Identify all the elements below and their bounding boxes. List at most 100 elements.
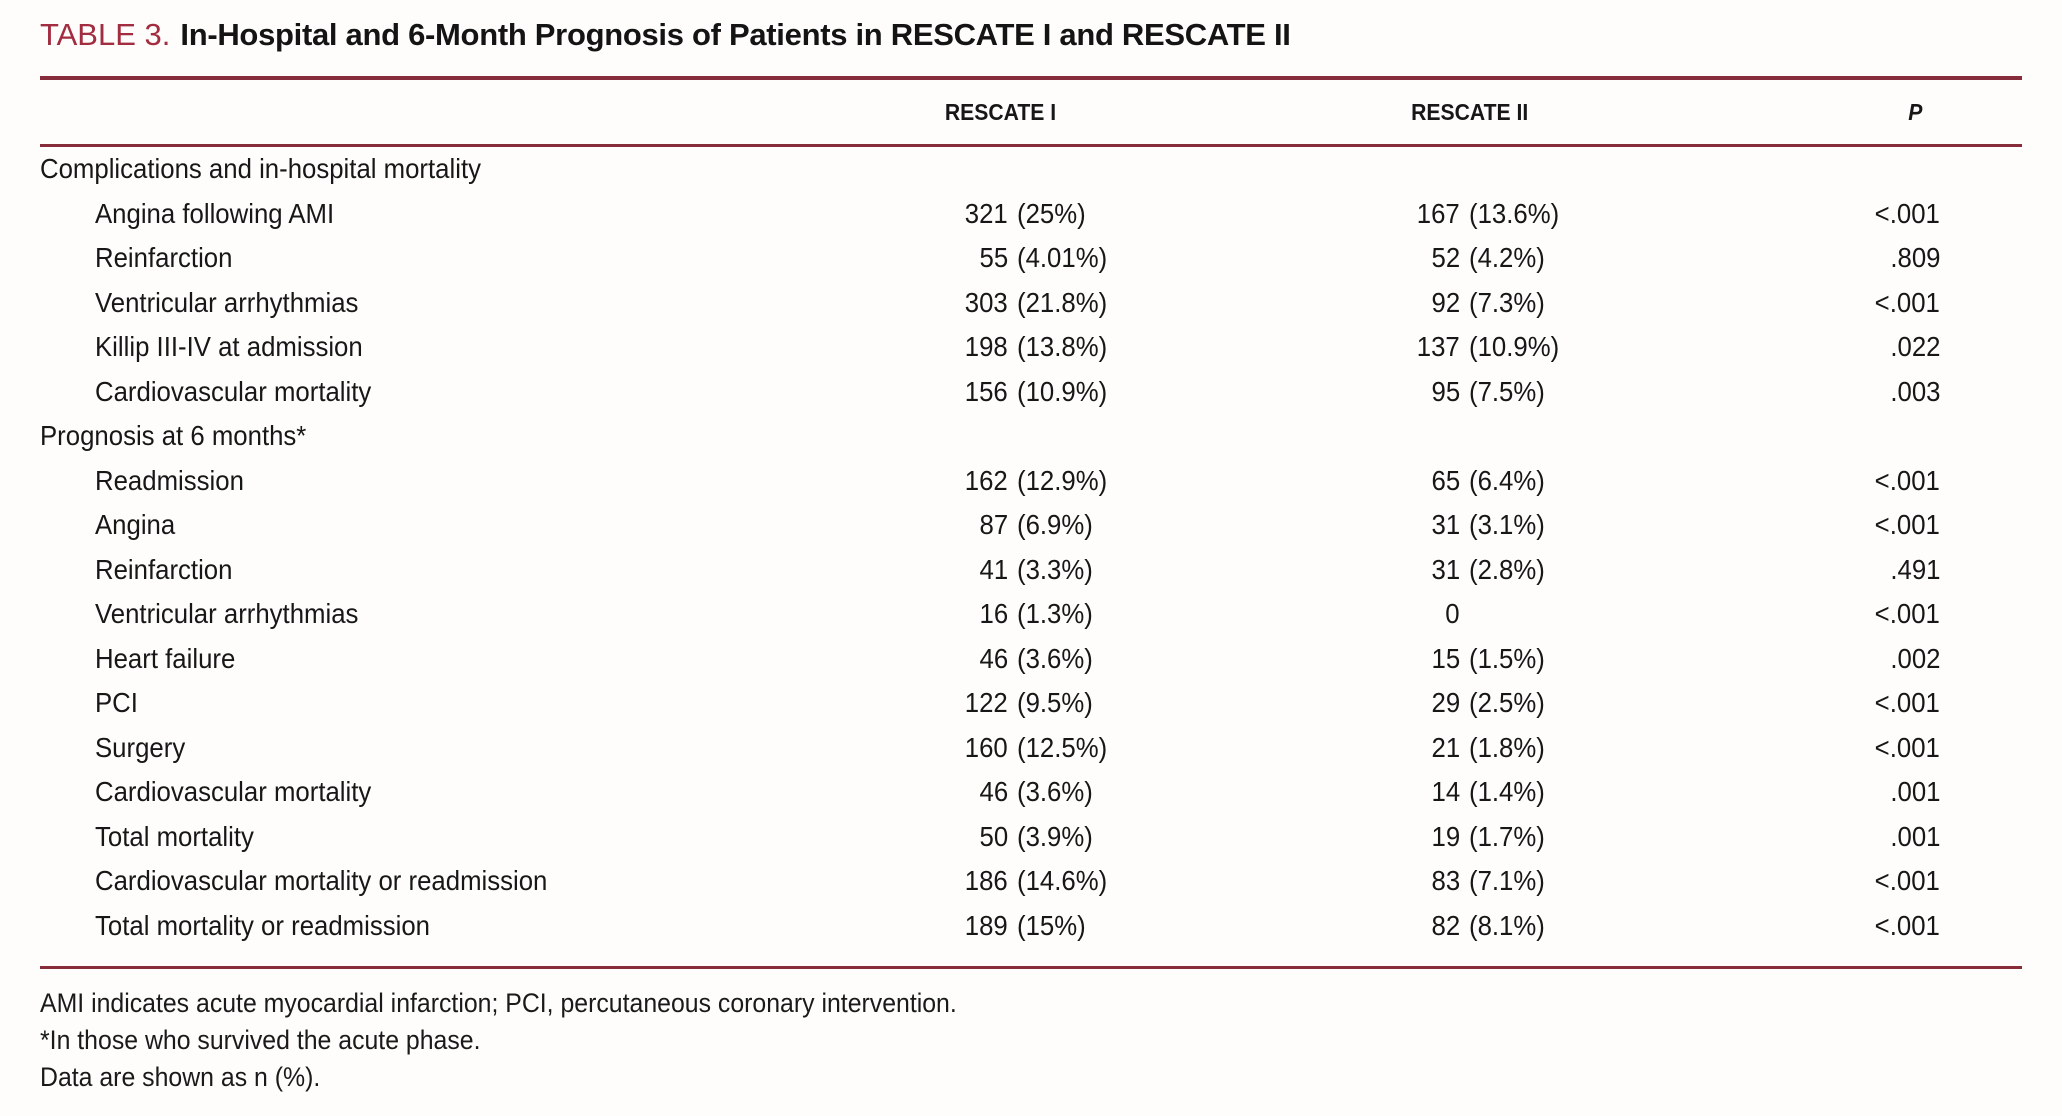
value-pct: (8.1%): [1469, 909, 1545, 941]
footnote-asterisk: *In those who survived the acute phase.: [40, 1025, 481, 1055]
value-pct: (12.5%): [1017, 731, 1108, 763]
row-label-cell: Heart failure: [95, 642, 236, 674]
table-row: Heart failure 46 (3.6%) 15 (1.5%) .002: [40, 637, 2022, 682]
rescate-1-value-cell: 156 (10.9%): [860, 376, 1140, 408]
rescate-1-value-cell: 186 (14.6%): [860, 865, 1140, 897]
value-n: 19: [1431, 820, 1460, 852]
row-label-cell: Ventricular arrhythmias: [95, 286, 359, 318]
value-n: 137: [1417, 331, 1460, 363]
table-row: Total mortality 50 (3.9%) 19 (1.7%) .001: [40, 815, 2022, 860]
footnote-abbreviations: AMI indicates acute myocardial infarctio…: [40, 988, 957, 1018]
rescate-1-value-cell: 122 (9.5%): [860, 687, 1140, 719]
table-row: Readmission 162 (12.9%) 65 (6.4%) <.001: [40, 459, 2022, 504]
p-value-cell: .809: [1889, 242, 1940, 274]
value-n: 16: [979, 598, 1008, 630]
rescate-2-value-cell: 31 (2.8%): [1330, 554, 1610, 586]
value-pct: (6.9%): [1017, 509, 1093, 541]
table-caption: TABLE 3. In-Hospital and 6-Month Prognosi…: [40, 16, 2022, 54]
rescate-2-value-cell: 52 (4.2%): [1330, 242, 1610, 274]
value-pct: (4.01%): [1017, 242, 1108, 274]
value-n: 55: [979, 242, 1008, 274]
value-pct: (13.8%): [1017, 331, 1108, 363]
rescate-2-value-cell: 21 (1.8%): [1330, 732, 1610, 764]
value-pct: (1.4%): [1469, 776, 1545, 808]
table-row: PCI 122 (9.5%) 29 (2.5%) <.001: [40, 681, 2022, 726]
rescate-2-value-cell: 137 (10.9%): [1330, 331, 1610, 363]
rescate-1-value-cell: 189 (15%): [860, 910, 1140, 942]
p-value-cell: <.001: [1874, 865, 1940, 897]
table-row: Angina following AMI 321 (25%) 167 (13.6%)…: [40, 192, 2022, 237]
value-pct: (7.1%): [1469, 865, 1545, 897]
table-row: Total mortality or readmission 189 (15%) …: [40, 904, 2022, 949]
rescate-1-value-cell: 162 (12.9%): [860, 465, 1140, 497]
value-pct: (3.3%): [1017, 553, 1093, 585]
table-row: Complications and in-hospital mortality: [40, 147, 2022, 192]
value-n: 186: [965, 865, 1008, 897]
value-pct: (1.8%): [1469, 731, 1545, 763]
footnote-data-format: Data are shown as n (%).: [40, 1062, 321, 1092]
value-pct: (3.6%): [1017, 776, 1093, 808]
value-n: [1330, 420, 1460, 452]
value-n: 31: [1431, 553, 1460, 585]
rescate-2-value-cell: 14 (1.4%): [1330, 776, 1610, 808]
rescate-2-value-cell: 0: [1330, 598, 1610, 630]
table-row: Reinfarction 41 (3.3%) 31 (2.8%) .491: [40, 548, 2022, 593]
table-row: Ventricular arrhythmias 16 (1.3%) 0 <.001: [40, 592, 2022, 637]
header-rule-divider: [40, 144, 2022, 147]
table-footnotes: AMI indicates acute myocardial infarctio…: [40, 985, 2022, 1096]
row-label-cell: Cardiovascular mortality or readmission: [95, 865, 548, 897]
value-n: 83: [1431, 865, 1460, 897]
value-n: 65: [1431, 464, 1460, 496]
top-rule-divider: [40, 76, 2022, 80]
rescate-1-value-cell: 87 (6.9%): [860, 509, 1140, 541]
value-pct: (9.5%): [1017, 687, 1093, 719]
column-header-p-value: P: [1907, 98, 1922, 125]
value-n: 46: [979, 642, 1008, 674]
value-pct: (2.8%): [1469, 553, 1545, 585]
table-number-label: TABLE 3.: [40, 17, 171, 52]
row-label-cell: Reinfarction: [95, 242, 233, 274]
rescate-1-value-cell: 46 (3.6%): [860, 643, 1140, 675]
column-header-rescate-2: RESCATE II: [1411, 98, 1529, 125]
table-row: Angina 87 (6.9%) 31 (3.1%) <.001: [40, 503, 2022, 548]
value-n: 321: [965, 197, 1008, 229]
rescate-2-value-cell: 31 (3.1%): [1330, 509, 1610, 541]
rescate-2-value-cell: 65 (6.4%): [1330, 465, 1610, 497]
value-pct: (1.5%): [1469, 642, 1545, 674]
rescate-1-value-cell: 41 (3.3%): [860, 554, 1140, 586]
row-label-cell: Angina: [95, 509, 176, 541]
row-label-cell: Total mortality or readmission: [95, 909, 430, 941]
value-pct: (25%): [1017, 197, 1086, 229]
rescate-2-value-cell: 82 (8.1%): [1330, 910, 1610, 942]
rescate-2-value-cell: 92 (7.3%): [1330, 287, 1610, 319]
value-pct: (7.3%): [1469, 286, 1545, 318]
table-row: Cardiovascular mortality 46 (3.6%) 14 (1.4…: [40, 770, 2022, 815]
value-pct: (3.6%): [1017, 642, 1093, 674]
value-pct: (3.9%): [1017, 820, 1093, 852]
value-pct: (13.6%): [1469, 197, 1560, 229]
p-value-cell: .001: [1889, 776, 1940, 808]
value-n: 95: [1431, 375, 1460, 407]
value-n: 160: [965, 731, 1008, 763]
table-row: Cardiovascular mortality 156 (10.9%) 95 (7…: [40, 370, 2022, 415]
value-pct: (3.1%): [1469, 509, 1545, 541]
p-value-cell: <.001: [1874, 731, 1940, 763]
bottom-rule-divider: [40, 966, 2022, 969]
table-row: Surgery 160 (12.5%) 21 (1.8%) <.001: [40, 726, 2022, 771]
value-pct: (7.5%): [1469, 375, 1545, 407]
rescate-1-value-cell: [860, 153, 1140, 185]
value-n: 87: [979, 509, 1008, 541]
p-value-cell: <.001: [1874, 509, 1940, 541]
value-n: 0: [1445, 598, 1460, 630]
row-label-cell: Surgery: [95, 731, 186, 763]
rescate-1-value-cell: 160 (12.5%): [860, 732, 1140, 764]
value-n: 21: [1431, 731, 1460, 763]
rescate-1-value-cell: 46 (3.6%): [860, 776, 1140, 808]
row-label-cell: Cardiovascular mortality: [95, 375, 372, 407]
p-value-cell: <.001: [1874, 464, 1940, 496]
p-value-cell: <.001: [1874, 598, 1940, 630]
table-row: Reinfarction 55 (4.01%) 52 (4.2%) .809: [40, 236, 2022, 281]
value-n: 29: [1431, 687, 1460, 719]
p-value-cell: <.001: [1874, 286, 1940, 318]
p-value-cell: .022: [1889, 331, 1940, 363]
